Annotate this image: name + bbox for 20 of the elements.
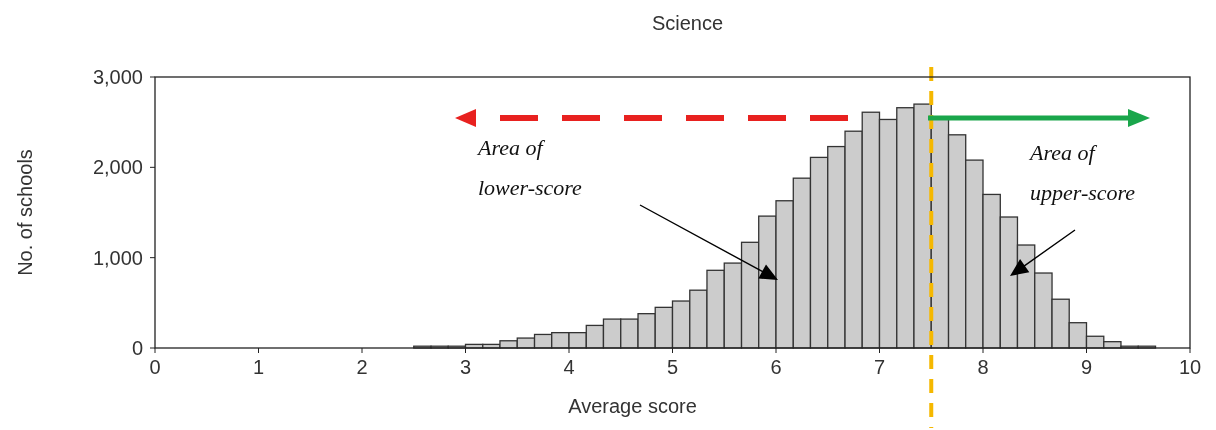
- x-tick-label: 8: [977, 356, 989, 378]
- x-tick-label: 10: [1178, 356, 1202, 378]
- x-tick-label: 9: [1080, 356, 1093, 378]
- x-tick-label: 4: [563, 356, 575, 378]
- y-axis-title: No. of schools: [14, 149, 36, 276]
- chart-title: Science: [651, 12, 724, 34]
- x-tick-label: 2: [356, 356, 368, 378]
- x-axis-title: Average score: [568, 395, 697, 417]
- y-tick-label: 2,000: [92, 156, 143, 179]
- x-tick-label: 3: [459, 356, 472, 378]
- x-tick-label: 1: [252, 356, 265, 378]
- annotation: Area of upper-score: [1028, 140, 1136, 205]
- x-tick-label: 0: [149, 356, 161, 378]
- x-tick-label: 6: [770, 356, 782, 378]
- y-tick-label: 3,000: [92, 66, 143, 88]
- x-tick-label: 5: [666, 356, 679, 378]
- y-tick-label: 0: [131, 337, 143, 359]
- y-tick-label: 1,000: [92, 246, 143, 269]
- annotation: Area of lower-score: [476, 135, 583, 200]
- x-tick-label: 7: [873, 356, 886, 378]
